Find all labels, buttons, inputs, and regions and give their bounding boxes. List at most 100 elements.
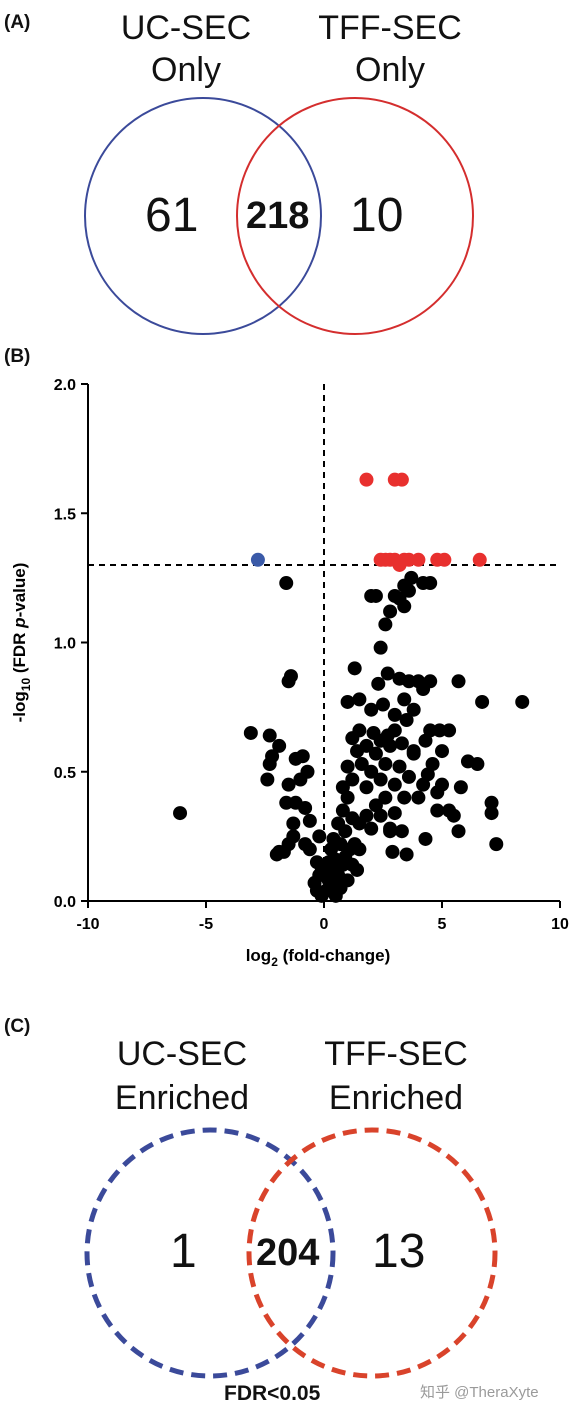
y-tick-label: 2.0	[54, 377, 76, 394]
data-point	[423, 723, 438, 738]
data-point	[243, 725, 258, 740]
panel-c-right-count: 13	[372, 1225, 426, 1278]
data-point	[406, 702, 421, 717]
data-point	[387, 806, 402, 821]
data-point	[406, 744, 421, 759]
data-point	[272, 738, 287, 753]
data-point	[399, 847, 414, 862]
data-point	[295, 749, 310, 764]
panel-a-right-count: 10	[350, 189, 404, 242]
data-point	[394, 472, 409, 487]
y-tick-label: 1.0	[54, 636, 76, 653]
data-point	[352, 692, 367, 707]
data-point	[364, 588, 379, 603]
data-point	[262, 756, 277, 771]
y-axis-label: -log10 (FDR p-value)	[10, 563, 33, 723]
panel-c-left-title-line1: UC-SEC	[116, 1035, 248, 1073]
data-point	[359, 738, 374, 753]
panel-a-overlap-count: 218	[246, 195, 310, 237]
data-point	[484, 806, 499, 821]
data-point	[378, 617, 393, 632]
data-point	[411, 552, 426, 567]
data-point	[380, 666, 395, 681]
data-point	[347, 661, 362, 676]
data-point	[350, 862, 365, 877]
data-point	[317, 868, 331, 883]
data-point	[279, 576, 294, 591]
data-point	[371, 676, 386, 691]
data-point	[359, 472, 374, 487]
data-point	[442, 723, 457, 738]
data-point	[359, 780, 374, 795]
watermark: 知乎 @TheraXyte	[420, 1384, 539, 1401]
data-point	[326, 831, 341, 846]
data-point	[260, 772, 275, 787]
data-point	[302, 813, 317, 828]
data-point	[302, 842, 317, 857]
data-point	[387, 723, 402, 738]
data-point	[340, 694, 355, 709]
data-point	[394, 736, 409, 751]
data-point	[387, 707, 402, 722]
data-point	[376, 697, 390, 712]
panel-a-label: (A)	[4, 12, 31, 33]
data-point	[352, 842, 367, 857]
data-point	[489, 837, 504, 852]
data-point	[383, 821, 398, 836]
panel-a-left-count: 61	[145, 189, 199, 242]
data-point	[475, 694, 490, 709]
data-point	[392, 671, 407, 686]
data-point	[335, 803, 350, 818]
data-point	[286, 816, 301, 831]
venn-diagram-a	[84, 97, 474, 335]
venn-c-right-circle	[246, 1127, 498, 1379]
data-point	[338, 824, 353, 839]
data-point	[392, 759, 407, 774]
volcano-plot: -10 -5 0 5 10 0.0 0.5 1.0 1.5 2.0 log2 (fold-chang…	[10, 377, 569, 969]
data-point	[378, 756, 393, 771]
y-tick-label: 0.0	[54, 894, 76, 911]
panel-c-overlap-count: 204	[256, 1232, 320, 1274]
venn-diagram-c	[84, 1127, 498, 1379]
data-point	[418, 831, 433, 846]
data-point	[352, 723, 367, 738]
x-tick-label: 5	[438, 916, 447, 933]
panel-c-right-title-line2: Enriched	[328, 1079, 464, 1117]
panel-c-left-title-line2: Enriched	[114, 1079, 250, 1117]
data-point	[373, 772, 388, 787]
data-point	[397, 692, 412, 707]
data-point	[378, 790, 393, 805]
data-point	[435, 744, 449, 759]
data-point	[435, 777, 449, 792]
data-point	[416, 576, 431, 591]
data-point	[401, 769, 416, 784]
data-point	[397, 599, 412, 614]
data-point	[335, 780, 350, 795]
data-point	[250, 552, 265, 567]
data-point	[279, 795, 294, 810]
panel-c-left-count: 1	[170, 1225, 197, 1278]
x-tick-label: 0	[320, 916, 329, 933]
data-point	[373, 808, 388, 823]
data-point	[385, 844, 400, 859]
x-tick-label: 10	[551, 916, 569, 933]
data-point	[300, 764, 315, 779]
data-point	[437, 552, 452, 567]
data-point	[283, 669, 298, 684]
data-point	[404, 570, 419, 585]
panel-a-right-title-line1: TFF-SEC	[318, 9, 462, 47]
data-point	[430, 803, 445, 818]
data-point	[423, 674, 438, 689]
data-point	[399, 713, 414, 728]
panel-a-left-title-line2: Only	[151, 51, 221, 89]
panel-c-right-title-line1: TFF-SEC	[324, 1035, 468, 1073]
data-point	[425, 756, 440, 771]
fdr-threshold-label: FDR<0.05	[224, 1382, 321, 1405]
data-point	[269, 847, 284, 862]
data-point	[411, 790, 426, 805]
data-point	[387, 777, 402, 792]
y-tick-label: 0.5	[54, 765, 76, 782]
panel-b-label: (B)	[4, 346, 31, 367]
x-axis-label: log2 (fold-change)	[246, 946, 391, 969]
y-tick-label: 1.5	[54, 506, 76, 523]
